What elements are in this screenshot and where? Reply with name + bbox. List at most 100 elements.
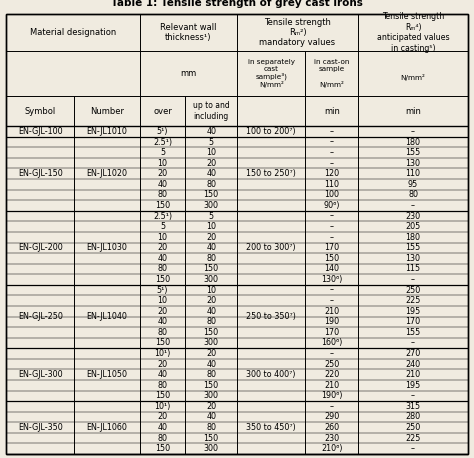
Text: –: – [330,402,334,411]
Text: 40: 40 [158,317,168,326]
Text: 210: 210 [324,381,339,390]
Text: Symbol: Symbol [25,107,56,115]
Text: 120: 120 [324,169,339,178]
Text: 110: 110 [324,180,339,189]
Text: 10: 10 [158,159,168,168]
Text: –: – [411,127,415,136]
Text: Tensile strength
Rₘ⁴)
anticipated values
in casting⁵): Tensile strength Rₘ⁴) anticipated values… [377,12,449,53]
Text: 40: 40 [158,423,168,432]
Text: 40: 40 [206,127,216,136]
Text: 150: 150 [155,391,170,400]
Text: EN-JL1010: EN-JL1010 [87,127,128,136]
Text: 140: 140 [324,264,339,273]
Text: 5: 5 [160,222,165,231]
Text: 205: 205 [405,222,420,231]
Text: 240: 240 [405,360,420,369]
Text: 80: 80 [158,328,168,337]
Text: Material designation: Material designation [30,28,116,37]
Text: 80: 80 [158,381,168,390]
Text: 250: 250 [405,423,420,432]
Text: 250: 250 [324,360,339,369]
Text: EN-GJL-300: EN-GJL-300 [18,370,63,379]
Text: 160⁶): 160⁶) [321,338,342,348]
Text: 300: 300 [204,338,219,348]
Text: 155: 155 [405,148,420,157]
Text: 130: 130 [406,254,420,263]
Text: 130⁶): 130⁶) [321,275,342,284]
Text: 150: 150 [155,444,170,453]
Text: 210⁶): 210⁶) [321,444,342,453]
Text: 80: 80 [206,254,216,263]
Text: 150: 150 [155,275,170,284]
Text: Number: Number [90,107,124,115]
Text: 195: 195 [405,307,420,316]
Text: EN-GJL-350: EN-GJL-350 [18,423,63,432]
Text: 95: 95 [408,180,418,189]
Text: over: over [153,107,172,115]
Text: 10¹): 10¹) [155,402,171,411]
Text: Tensile strength
Rₘ²)
mandatory values: Tensile strength Rₘ²) mandatory values [259,17,336,48]
Text: 315: 315 [405,402,420,411]
Text: 150: 150 [203,328,219,337]
Text: 300: 300 [204,391,219,400]
Text: 20: 20 [157,360,168,369]
Text: 225: 225 [405,434,421,442]
Text: 2.5¹): 2.5¹) [153,137,172,147]
Text: 40: 40 [206,413,216,421]
Text: 150: 150 [155,338,170,348]
Text: 230: 230 [324,434,339,442]
Text: 10: 10 [206,286,216,294]
Text: in separately
cast
sample³)
N/mm²: in separately cast sample³) N/mm² [248,59,295,88]
Text: EN-GJL-150: EN-GJL-150 [18,169,63,178]
Text: 170: 170 [405,317,420,326]
Text: 250 to 350⁷): 250 to 350⁷) [246,312,296,321]
Text: 100: 100 [324,191,339,199]
Text: min: min [405,107,421,115]
Text: 195: 195 [405,381,420,390]
Text: 220: 220 [324,370,339,379]
Text: –: – [330,212,334,221]
Text: 80: 80 [158,264,168,273]
Text: –: – [330,222,334,231]
Text: Relevant wall
thickness¹): Relevant wall thickness¹) [160,23,217,42]
Text: 180: 180 [406,137,420,147]
Text: 5¹): 5¹) [157,127,168,136]
Text: EN-JL1030: EN-JL1030 [87,243,128,252]
Text: 10¹): 10¹) [155,349,171,358]
Text: 40: 40 [158,370,168,379]
Text: 130: 130 [406,159,420,168]
Text: 150: 150 [203,434,219,442]
Text: 150: 150 [203,264,219,273]
Text: N/mm²: N/mm² [401,66,426,81]
Text: 210: 210 [324,307,339,316]
Text: EN-JL1040: EN-JL1040 [87,312,128,321]
Text: 290: 290 [324,413,339,421]
Text: 5¹): 5¹) [157,286,168,294]
Text: 40: 40 [158,180,168,189]
Text: 200 to 300⁷): 200 to 300⁷) [246,243,296,252]
Text: EN-JL1060: EN-JL1060 [87,423,128,432]
Text: 300: 300 [204,201,219,210]
Text: 20: 20 [157,243,168,252]
Text: 270: 270 [405,349,420,358]
Text: 80: 80 [158,191,168,199]
Text: 300: 300 [204,444,219,453]
Text: 10: 10 [206,148,216,157]
Text: –: – [330,349,334,358]
Text: 155: 155 [405,243,420,252]
Text: 20: 20 [206,296,216,305]
Text: 150 to 250⁷): 150 to 250⁷) [246,169,296,178]
Text: 20: 20 [157,307,168,316]
Text: –: – [330,286,334,294]
Text: 150: 150 [324,254,339,263]
Text: 20: 20 [206,233,216,242]
Text: 250: 250 [405,286,420,294]
Text: 80: 80 [206,423,216,432]
Text: 5: 5 [209,212,214,221]
Text: 20: 20 [206,159,216,168]
Text: EN-GJL-200: EN-GJL-200 [18,243,63,252]
Bar [6,14,468,126]
Text: 40: 40 [206,307,216,316]
Text: 300 to 400⁷): 300 to 400⁷) [246,370,296,379]
Text: 110: 110 [406,169,420,178]
